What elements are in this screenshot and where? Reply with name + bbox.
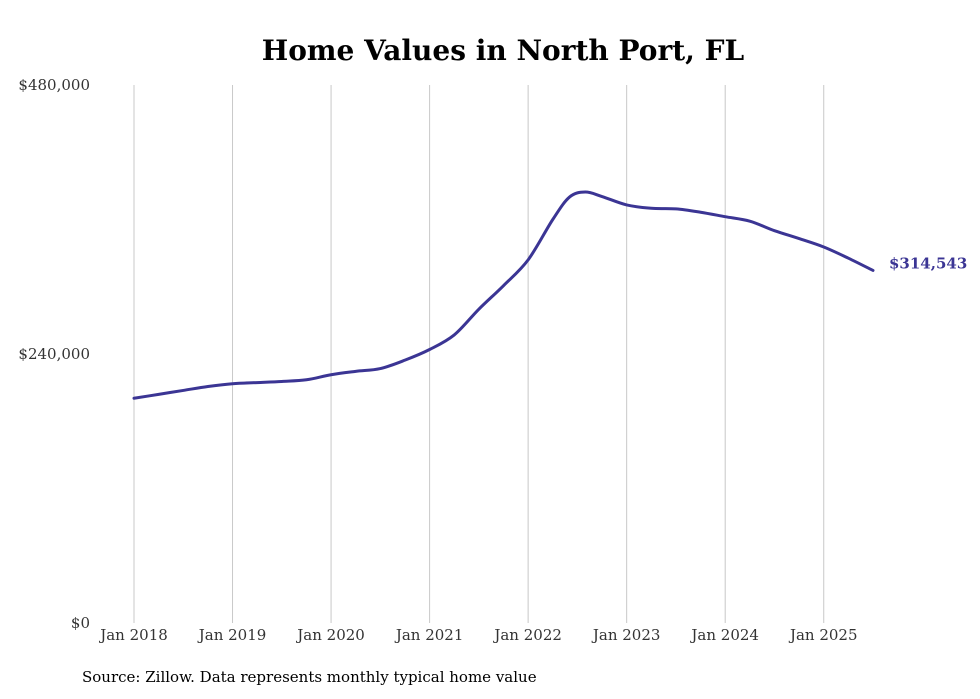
y-axis-ticks: $0 $240,000 $480,000 <box>18 76 90 632</box>
y-tick-label: $240,000 <box>18 345 90 363</box>
x-axis-ticks: Jan 2018 Jan 2019 Jan 2020 Jan 2021 Jan 2022… <box>98 626 857 644</box>
source-note: Source: Zillow. Data represents monthly … <box>82 668 537 686</box>
chart-title: Home Values in North Port, FL <box>262 34 745 67</box>
y-tick-label: $0 <box>71 614 90 632</box>
gridlines <box>133 85 825 623</box>
x-tick-label: Jan 2018 <box>98 626 168 644</box>
x-tick-label: Jan 2021 <box>394 626 464 644</box>
x-tick-label: Jan 2025 <box>788 626 858 644</box>
x-tick-label: Jan 2019 <box>197 626 267 644</box>
x-tick-label: Jan 2022 <box>492 626 562 644</box>
x-tick-label: Jan 2023 <box>591 626 661 644</box>
x-tick-label: Jan 2024 <box>689 626 759 644</box>
x-tick-label: Jan 2020 <box>295 626 365 644</box>
series-layer <box>132 190 875 400</box>
series-line-0 <box>132 190 875 400</box>
y-tick-label: $480,000 <box>18 76 90 94</box>
end-value-label: $314,543 <box>889 254 967 272</box>
